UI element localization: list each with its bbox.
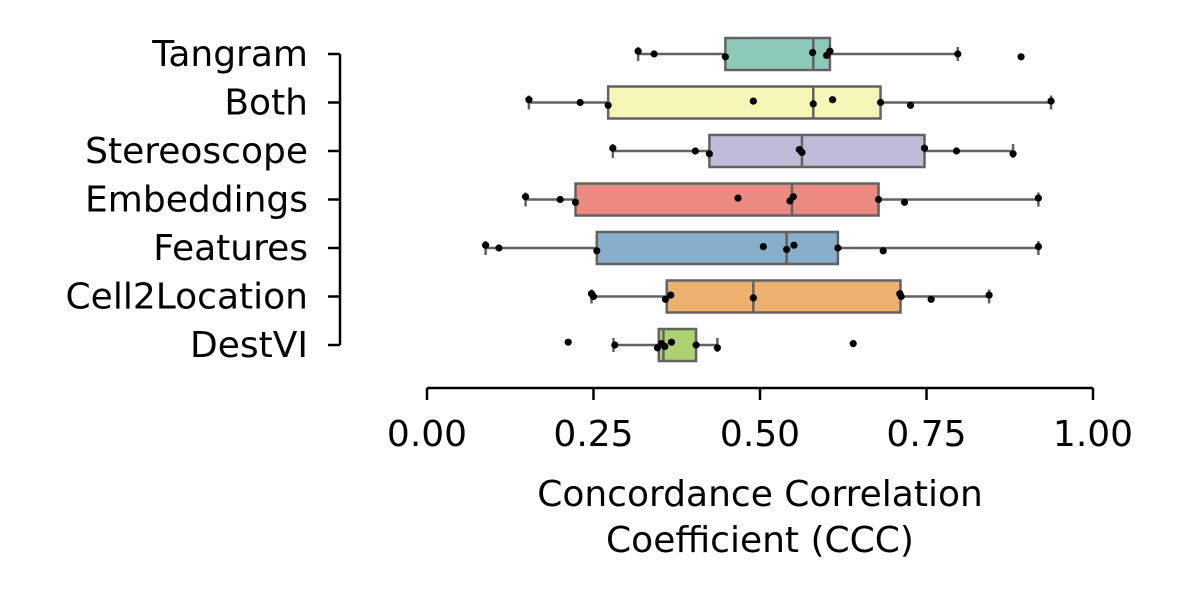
data-point [721,53,729,61]
y-axis: Tangram Both Stereoscope Embeddings Features… [66,34,342,366]
data-point [713,344,721,352]
data-point [749,97,757,105]
data-point [1047,97,1055,105]
data-point [879,247,887,255]
data-point [789,193,797,201]
x-axis-label-line-1: Concordance Correlation [537,474,983,515]
data-point [828,96,837,104]
y-tick-label: Tangram [151,34,308,75]
data-point [661,342,669,350]
y-tick-label: Embeddings [85,180,308,221]
data-point [927,295,935,303]
box [595,230,840,266]
data-point [634,47,642,55]
data-point [1034,194,1042,202]
data-point [1017,53,1025,61]
x-axis-label-line-2: Coefficient (CCC) [606,520,914,561]
data-point [798,148,806,156]
data-point [576,98,584,107]
box [606,85,882,120]
data-point [495,244,503,252]
data-point [593,247,601,255]
data-point [734,194,742,202]
data-point [564,338,572,346]
y-tick-label: Both [224,83,308,124]
data-point [985,291,993,299]
data-point [692,341,700,349]
data-point [809,100,817,108]
y-tick-label: Features [153,228,308,269]
y-tick-label: DestVI [190,325,308,366]
data-point [611,341,619,349]
x-tick-label: 0.75 [886,414,966,455]
data-point [1034,243,1042,251]
x-axis: 0.00 0.25 0.50 0.75 1.00 [387,386,1133,455]
data-point [906,101,915,109]
data-point [900,198,909,206]
data-point [556,195,564,204]
data-point [705,150,713,158]
x-tick-label: 0.00 [387,414,467,455]
y-tick-label: Cell2Location [66,277,308,318]
x-tick-label: 0.25 [553,414,633,455]
data-point [849,340,857,348]
data-point [609,144,617,152]
data-point [826,47,834,55]
x-tick-label: 0.50 [720,414,800,455]
data-point [667,338,676,346]
data-point [954,50,962,58]
data-point [604,101,612,109]
x-tick-label: 1.00 [1053,414,1133,455]
data-point [571,198,580,206]
data-point [759,243,767,251]
data-point [667,291,675,299]
box [665,279,902,314]
data-point [650,50,658,58]
data-point [661,295,670,303]
data-point [525,96,533,104]
data-point [920,144,929,152]
box [574,182,880,217]
data-point [482,241,490,249]
plot-area [482,36,1055,363]
data-point [897,292,905,301]
data-point [874,195,883,204]
data-point [589,292,598,301]
data-point [749,294,757,302]
y-tick-label: Stereoscope [85,131,308,172]
data-point [521,193,530,201]
data-point [834,244,842,252]
data-point [790,241,798,249]
box [708,133,926,169]
data-point [1009,150,1017,158]
data-point [783,245,791,253]
data-point [952,147,961,155]
data-point [691,147,699,155]
data-point [809,49,817,57]
data-point [876,98,885,107]
